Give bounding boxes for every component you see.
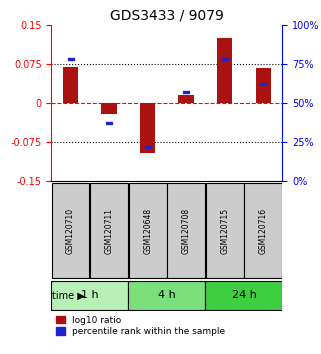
Text: time ▶: time ▶ [52, 291, 84, 301]
FancyBboxPatch shape [260, 83, 266, 85]
Text: 24 h: 24 h [231, 291, 256, 301]
FancyBboxPatch shape [90, 183, 128, 278]
Bar [256, 68, 271, 103]
Title: GDS3433 / 9079: GDS3433 / 9079 [110, 8, 224, 22]
Bar [63, 67, 78, 103]
FancyBboxPatch shape [129, 183, 167, 278]
Text: GSM120716: GSM120716 [259, 207, 268, 254]
Bar [178, 95, 194, 103]
Legend: log10 ratio, percentile rank within the sample: log10 ratio, percentile rank within the … [56, 316, 225, 336]
FancyBboxPatch shape [183, 91, 189, 93]
FancyBboxPatch shape [68, 58, 74, 60]
FancyBboxPatch shape [106, 122, 112, 124]
Bar [101, 103, 117, 114]
FancyBboxPatch shape [52, 183, 90, 278]
FancyBboxPatch shape [244, 183, 282, 278]
FancyBboxPatch shape [206, 183, 244, 278]
Text: 4 h: 4 h [158, 291, 176, 301]
FancyBboxPatch shape [51, 281, 128, 309]
Text: GSM120708: GSM120708 [182, 207, 191, 254]
FancyBboxPatch shape [128, 281, 205, 309]
Text: GSM120710: GSM120710 [66, 207, 75, 254]
Text: 1 h: 1 h [81, 291, 99, 301]
FancyBboxPatch shape [205, 281, 282, 309]
Bar [217, 38, 232, 103]
Text: GSM120715: GSM120715 [220, 207, 229, 254]
Bar [140, 103, 155, 153]
FancyBboxPatch shape [167, 183, 205, 278]
FancyBboxPatch shape [145, 146, 151, 148]
Text: GSM120711: GSM120711 [105, 207, 114, 253]
FancyBboxPatch shape [222, 58, 228, 60]
Text: GSM120648: GSM120648 [143, 207, 152, 254]
